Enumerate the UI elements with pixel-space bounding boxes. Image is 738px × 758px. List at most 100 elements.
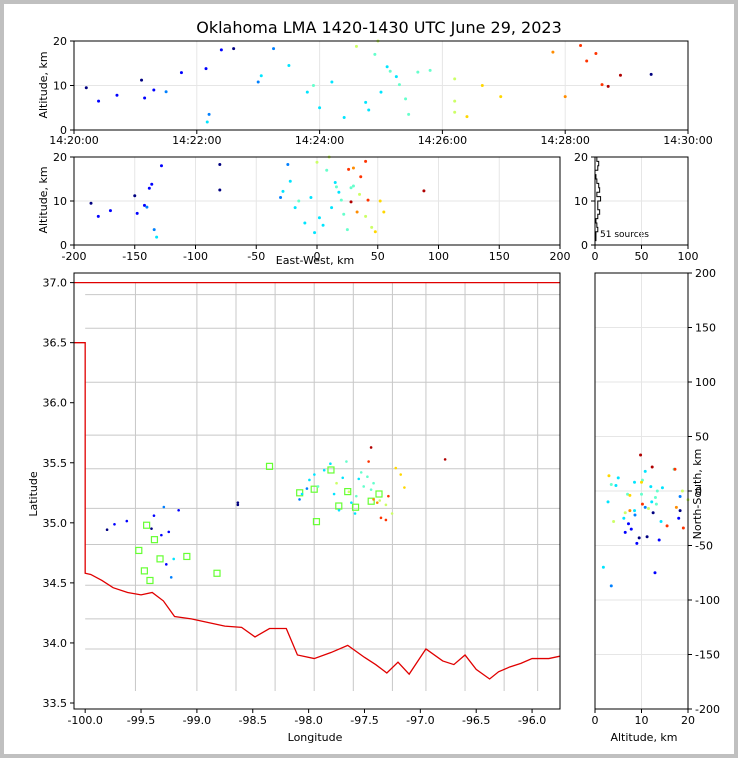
plan-panel-tick-label: 35.0 [43,517,68,530]
altitude-ns-point [609,482,613,486]
plan-view-point [384,518,388,522]
altitude-ns-point [623,511,627,515]
ew-altitude-point [345,228,349,232]
time-altitude-point [618,73,622,77]
ew-panel-ylabel: Altitude, km [37,166,50,233]
ew-altitude-point [142,203,146,207]
altitude-ns-point [628,509,632,513]
ew-altitude-point [218,188,222,192]
plan-view-point [345,460,348,463]
lma-station-marker [183,552,191,561]
time-altitude-point [256,80,260,84]
altitude-ns-point [649,485,653,489]
time-altitude-panel: Altitude, km 14:20:00 14:22:00 14:24:00 14:… [37,35,713,147]
plan-view-point [167,530,171,534]
altitude-ns-point [673,467,677,471]
ew-altitude-point [334,185,338,189]
plan-view-point [125,519,129,523]
hist-panel-tick-label: 50 [635,250,649,263]
time-altitude-point [342,116,346,120]
time-altitude-point [397,83,401,87]
time-panel-tick-label: 14:26:00 [418,134,467,147]
plan-view-point [357,477,361,481]
time-altitude-point [330,80,334,84]
altitude-ns-point [659,520,663,524]
map-layer [74,281,560,691]
ew-altitude-point [297,199,301,203]
ew-altitude-point [337,190,341,194]
plan-panel-tick-label: -99.0 [183,714,211,727]
ew-altitude-point [317,216,321,220]
ew-altitude-point [370,225,374,229]
altitude-ns-point [640,480,643,484]
time-altitude-point [205,120,209,124]
ew-altitude-point [135,211,139,215]
plan-view-point [335,481,338,485]
altitude-ns-point [681,526,685,530]
ew-altitude-point [349,186,353,190]
plan-view-point [105,528,109,532]
time-altitude-point [204,67,208,71]
altitude-ns-point [653,571,657,575]
time-altitude-point [219,48,223,52]
ew-altitude-point [351,166,355,170]
plan-view-point [298,498,301,501]
ew-altitude-point [288,179,292,183]
plan-view-point [362,485,365,488]
plan-view-point [384,503,388,507]
altitude-ns-point [626,492,630,496]
ew-panel-tick-label: -100 [183,250,208,263]
histogram-panel: 51 sources 0 50 100 0 10 20 [574,151,699,263]
plan-panel-frame [73,272,561,710]
ew-altitude-point [364,159,368,163]
ew-altitude-point [330,206,334,210]
altitude-ns-point [674,505,678,509]
ns-panel-tick-label: 100 [695,376,716,389]
time-altitude-point [594,51,598,55]
altitude-ns-point [606,500,610,504]
ew-altitude-point [333,181,337,185]
ew-panel-tick-label: 150 [489,250,510,263]
plan-view-point [375,501,379,504]
time-altitude-point [354,44,358,48]
time-altitude-point [318,106,322,110]
ns-panel-tick-label: -100 [695,594,720,607]
plan-panel-tick-label: -96.5 [462,714,490,727]
altitude-ns-point [643,469,647,473]
hist-panel-tick-label: 10 [574,195,588,208]
ew-altitude-point [359,175,363,179]
time-altitude-point [287,63,291,67]
time-altitude-point [453,110,457,114]
ew-altitude-point [382,210,386,214]
plan-view-point [305,487,309,490]
lma-station-marker [156,555,164,563]
ew-panel-tick-label: 50 [371,250,385,263]
time-altitude-point [179,71,183,75]
time-altitude-point [407,112,411,116]
plan-view-point [236,503,240,507]
plan-view-point [322,468,326,472]
plan-panel-tick-label: -98.0 [294,714,322,727]
altitude-ns-point [633,509,637,513]
time-altitude-point [164,90,168,94]
ns-panel-frame [594,272,689,710]
altitude-ns-point [637,536,641,540]
figure: Oklahoma LMA 1420-1430 UTC June 29, 2023… [4,4,734,754]
ns-panel-tick-label: 200 [695,267,716,280]
altitude-ns-point [616,476,620,480]
time-altitude-point [453,99,457,103]
plan-view-point [337,508,341,512]
ew-altitude-point [378,199,382,203]
plan-xlabel: Longitude [288,731,343,744]
plan-view-point [329,462,332,466]
time-panel-tick-label: 14:22:00 [172,134,221,147]
altitude-ns-point [639,453,643,457]
plan-view-point [332,492,336,496]
hist-panel-tick-label: 0 [581,239,588,252]
plan-view-point [359,471,363,474]
plan-view-point [164,563,168,566]
time-altitude-point [143,96,147,100]
ew-altitude-point [351,184,355,188]
ew-panel-tick-label: 0 [314,250,321,263]
plan-panel-tick-label: 35.5 [43,457,68,470]
